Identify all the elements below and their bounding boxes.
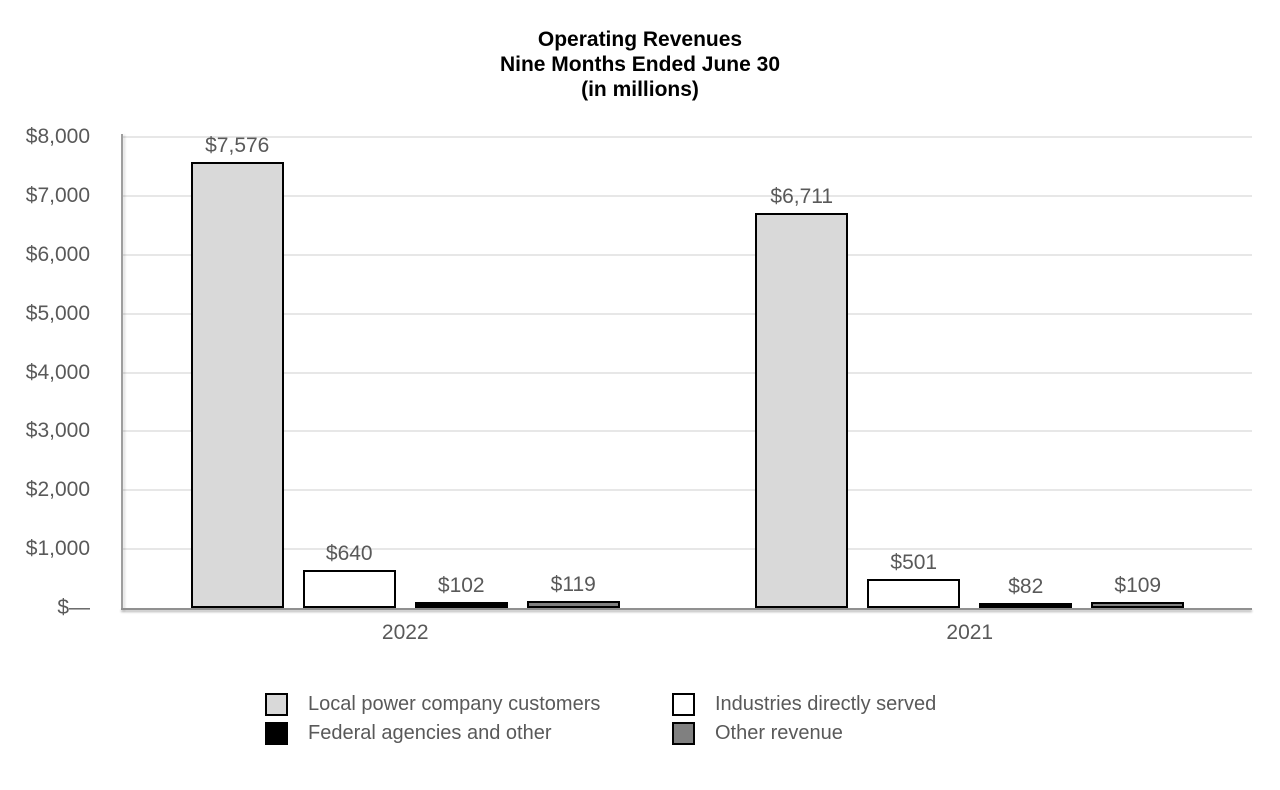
legend-swatch-industries-directly-served <box>672 693 695 716</box>
bar-local-power-company-customers-2022 <box>190 162 284 608</box>
y-axis-tick-label: $7,000 <box>25 183 90 207</box>
legend-label-industries-directly-served: Industries directly served <box>715 693 937 715</box>
y-axis-tick-label: $3,000 <box>25 419 90 443</box>
bar-cell-industries-directly-served-2021: $501 <box>867 551 961 608</box>
legend: Local power company customers Industries … <box>265 693 936 745</box>
bar-industries-directly-served-2021 <box>867 579 961 608</box>
gridline <box>123 430 1252 433</box>
bar-cell-local-power-company-customers-2021: $6,711 <box>755 185 849 608</box>
legend-swatch-federal-agencies-and-other <box>265 722 288 745</box>
y-axis-line <box>121 134 123 610</box>
y-axis-tick-label: $5,000 <box>25 301 90 325</box>
y-axis-tick-label: $4,000 <box>25 360 90 384</box>
legend-swatch-local-power-company-customers <box>265 693 288 716</box>
bar-other-revenue-2022 <box>526 601 620 608</box>
gridline <box>123 548 1252 551</box>
x-axis-category-2021: 2021 <box>946 621 994 644</box>
chart-title-block: Operating Revenues Nine Months Ended Jun… <box>0 27 1280 102</box>
bar-group-2021: $6,711 $501 $82 $109 <box>688 137 1253 608</box>
bar-federal-agencies-and-other-2021 <box>979 603 1073 608</box>
chart-unit-note: (in millions) <box>581 78 699 101</box>
bar-cell-industries-directly-served-2022: $640 <box>302 542 396 608</box>
bar-industries-directly-served-2022 <box>302 570 396 608</box>
chart-title: Operating Revenues <box>537 28 743 51</box>
y-axis-tick-label: $8,000 <box>25 125 90 148</box>
gridline <box>123 371 1252 374</box>
bar-local-power-company-customers-2021 <box>755 213 849 608</box>
y-axis-tick-label: $— <box>57 596 90 619</box>
x-axis-line <box>121 608 1252 610</box>
x-axis-category-2022: 2022 <box>381 621 429 644</box>
legend-label-other-revenue: Other revenue <box>715 722 843 744</box>
legend-item-other-revenue: Other revenue <box>672 722 936 745</box>
legend-swatch-other-revenue <box>672 722 695 745</box>
y-axis-tick-label: $6,000 <box>25 242 90 266</box>
bar-value-label-local-power-company-customers-2021: $6,711 <box>770 185 834 208</box>
bar-cell-federal-agencies-and-other-2022: $102 <box>414 574 508 608</box>
gridline <box>123 489 1252 492</box>
plot-area: $7,576 $640 $102 $119 $6,711 $501 $82 $109 <box>123 134 1253 608</box>
bar-value-label-other-revenue-2022: $119 <box>550 573 596 596</box>
bar-cell-local-power-company-customers-2022: $7,576 <box>190 134 284 608</box>
y-axis-tick-label: $2,000 <box>25 478 90 502</box>
legend-label-local-power-company-customers: Local power company customers <box>308 693 601 715</box>
bar-value-label-local-power-company-customers-2022: $7,576 <box>205 134 270 157</box>
bar-value-label-federal-agencies-and-other-2022: $102 <box>437 574 485 597</box>
category-row: 2022 2021 <box>123 621 1252 645</box>
legend-item-local-power-company-customers: Local power company customers <box>265 693 672 716</box>
gridline <box>123 194 1252 197</box>
bar-federal-agencies-and-other-2022 <box>414 602 508 608</box>
legend-label-federal-agencies-and-other: Federal agencies and other <box>308 722 552 744</box>
bar-cell-other-revenue-2021: $109 <box>1091 574 1185 608</box>
bar-other-revenue-2021 <box>1091 602 1185 608</box>
bar-value-label-industries-directly-served-2022: $640 <box>325 542 373 565</box>
y-axis-tick-label: $1,000 <box>25 537 90 561</box>
bar-value-label-federal-agencies-and-other-2021: $82 <box>1008 575 1044 598</box>
bar-value-label-industries-directly-served-2021: $501 <box>890 551 938 574</box>
bar-cell-other-revenue-2022: $119 <box>526 573 620 608</box>
bar-value-label-other-revenue-2021: $109 <box>1114 574 1162 597</box>
gridline <box>123 253 1252 256</box>
gridline <box>123 312 1252 315</box>
y-axis-labels: $— $1,000 $2,000 $3,000 $4,000 $5,000 $6,000 $7… <box>0 126 90 618</box>
bar-cell-federal-agencies-and-other-2021: $82 <box>979 575 1073 608</box>
bar-group-2022: $7,576 $640 $102 $119 <box>123 134 688 608</box>
legend-item-federal-agencies-and-other: Federal agencies and other <box>265 722 672 745</box>
gridline <box>123 136 1252 138</box>
legend-item-industries-directly-served: Industries directly served <box>672 693 936 716</box>
chart-subtitle: Nine Months Ended June 30 <box>499 53 781 76</box>
